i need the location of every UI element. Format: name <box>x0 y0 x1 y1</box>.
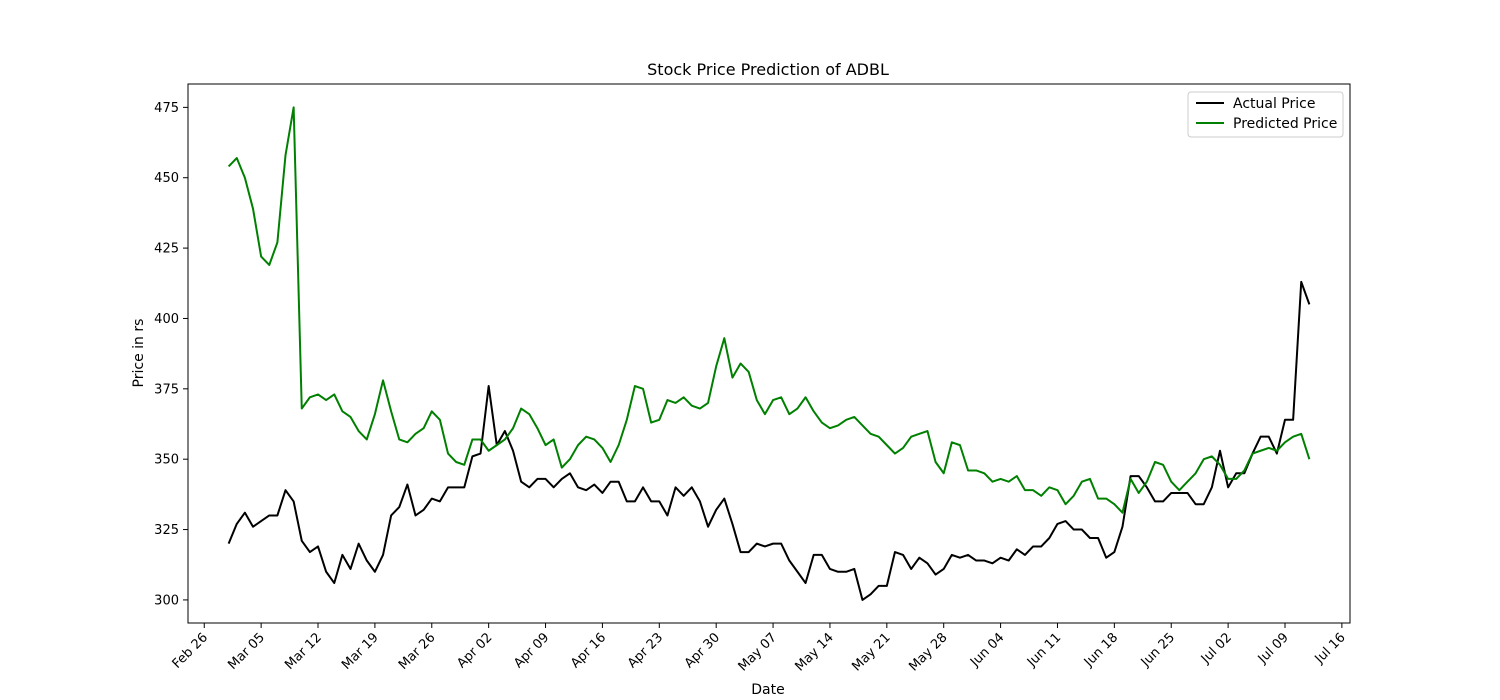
legend-label-actual-price: Actual Price <box>1233 96 1315 112</box>
y-tick-label: 425 <box>154 242 179 257</box>
legend: Actual Price Predicted Price <box>1187 91 1344 138</box>
plot-area <box>187 83 1351 624</box>
y-axis-label: Price in rs <box>131 319 147 388</box>
series-line-predicted-price <box>227 106 1311 514</box>
y-tick-label: 475 <box>154 101 179 116</box>
y-tick-label: 375 <box>154 382 179 397</box>
legend-box <box>1187 91 1344 138</box>
y-tick-label: 300 <box>154 593 179 608</box>
y-tick-label: 325 <box>154 523 179 538</box>
y-tick-label: 350 <box>154 453 179 468</box>
chart-title: Stock Price Prediction of ADBL <box>647 60 889 79</box>
y-tick-label: 400 <box>154 312 179 327</box>
axes-frame <box>187 83 1351 624</box>
series-layer <box>227 106 1311 601</box>
y-tick-label: 450 <box>154 171 179 186</box>
legend-label-predicted-price: Predicted Price <box>1233 116 1337 132</box>
x-axis-label: Date <box>751 682 784 698</box>
y-axis: 300 325 350 375 400 425 450 475 <box>154 101 188 608</box>
